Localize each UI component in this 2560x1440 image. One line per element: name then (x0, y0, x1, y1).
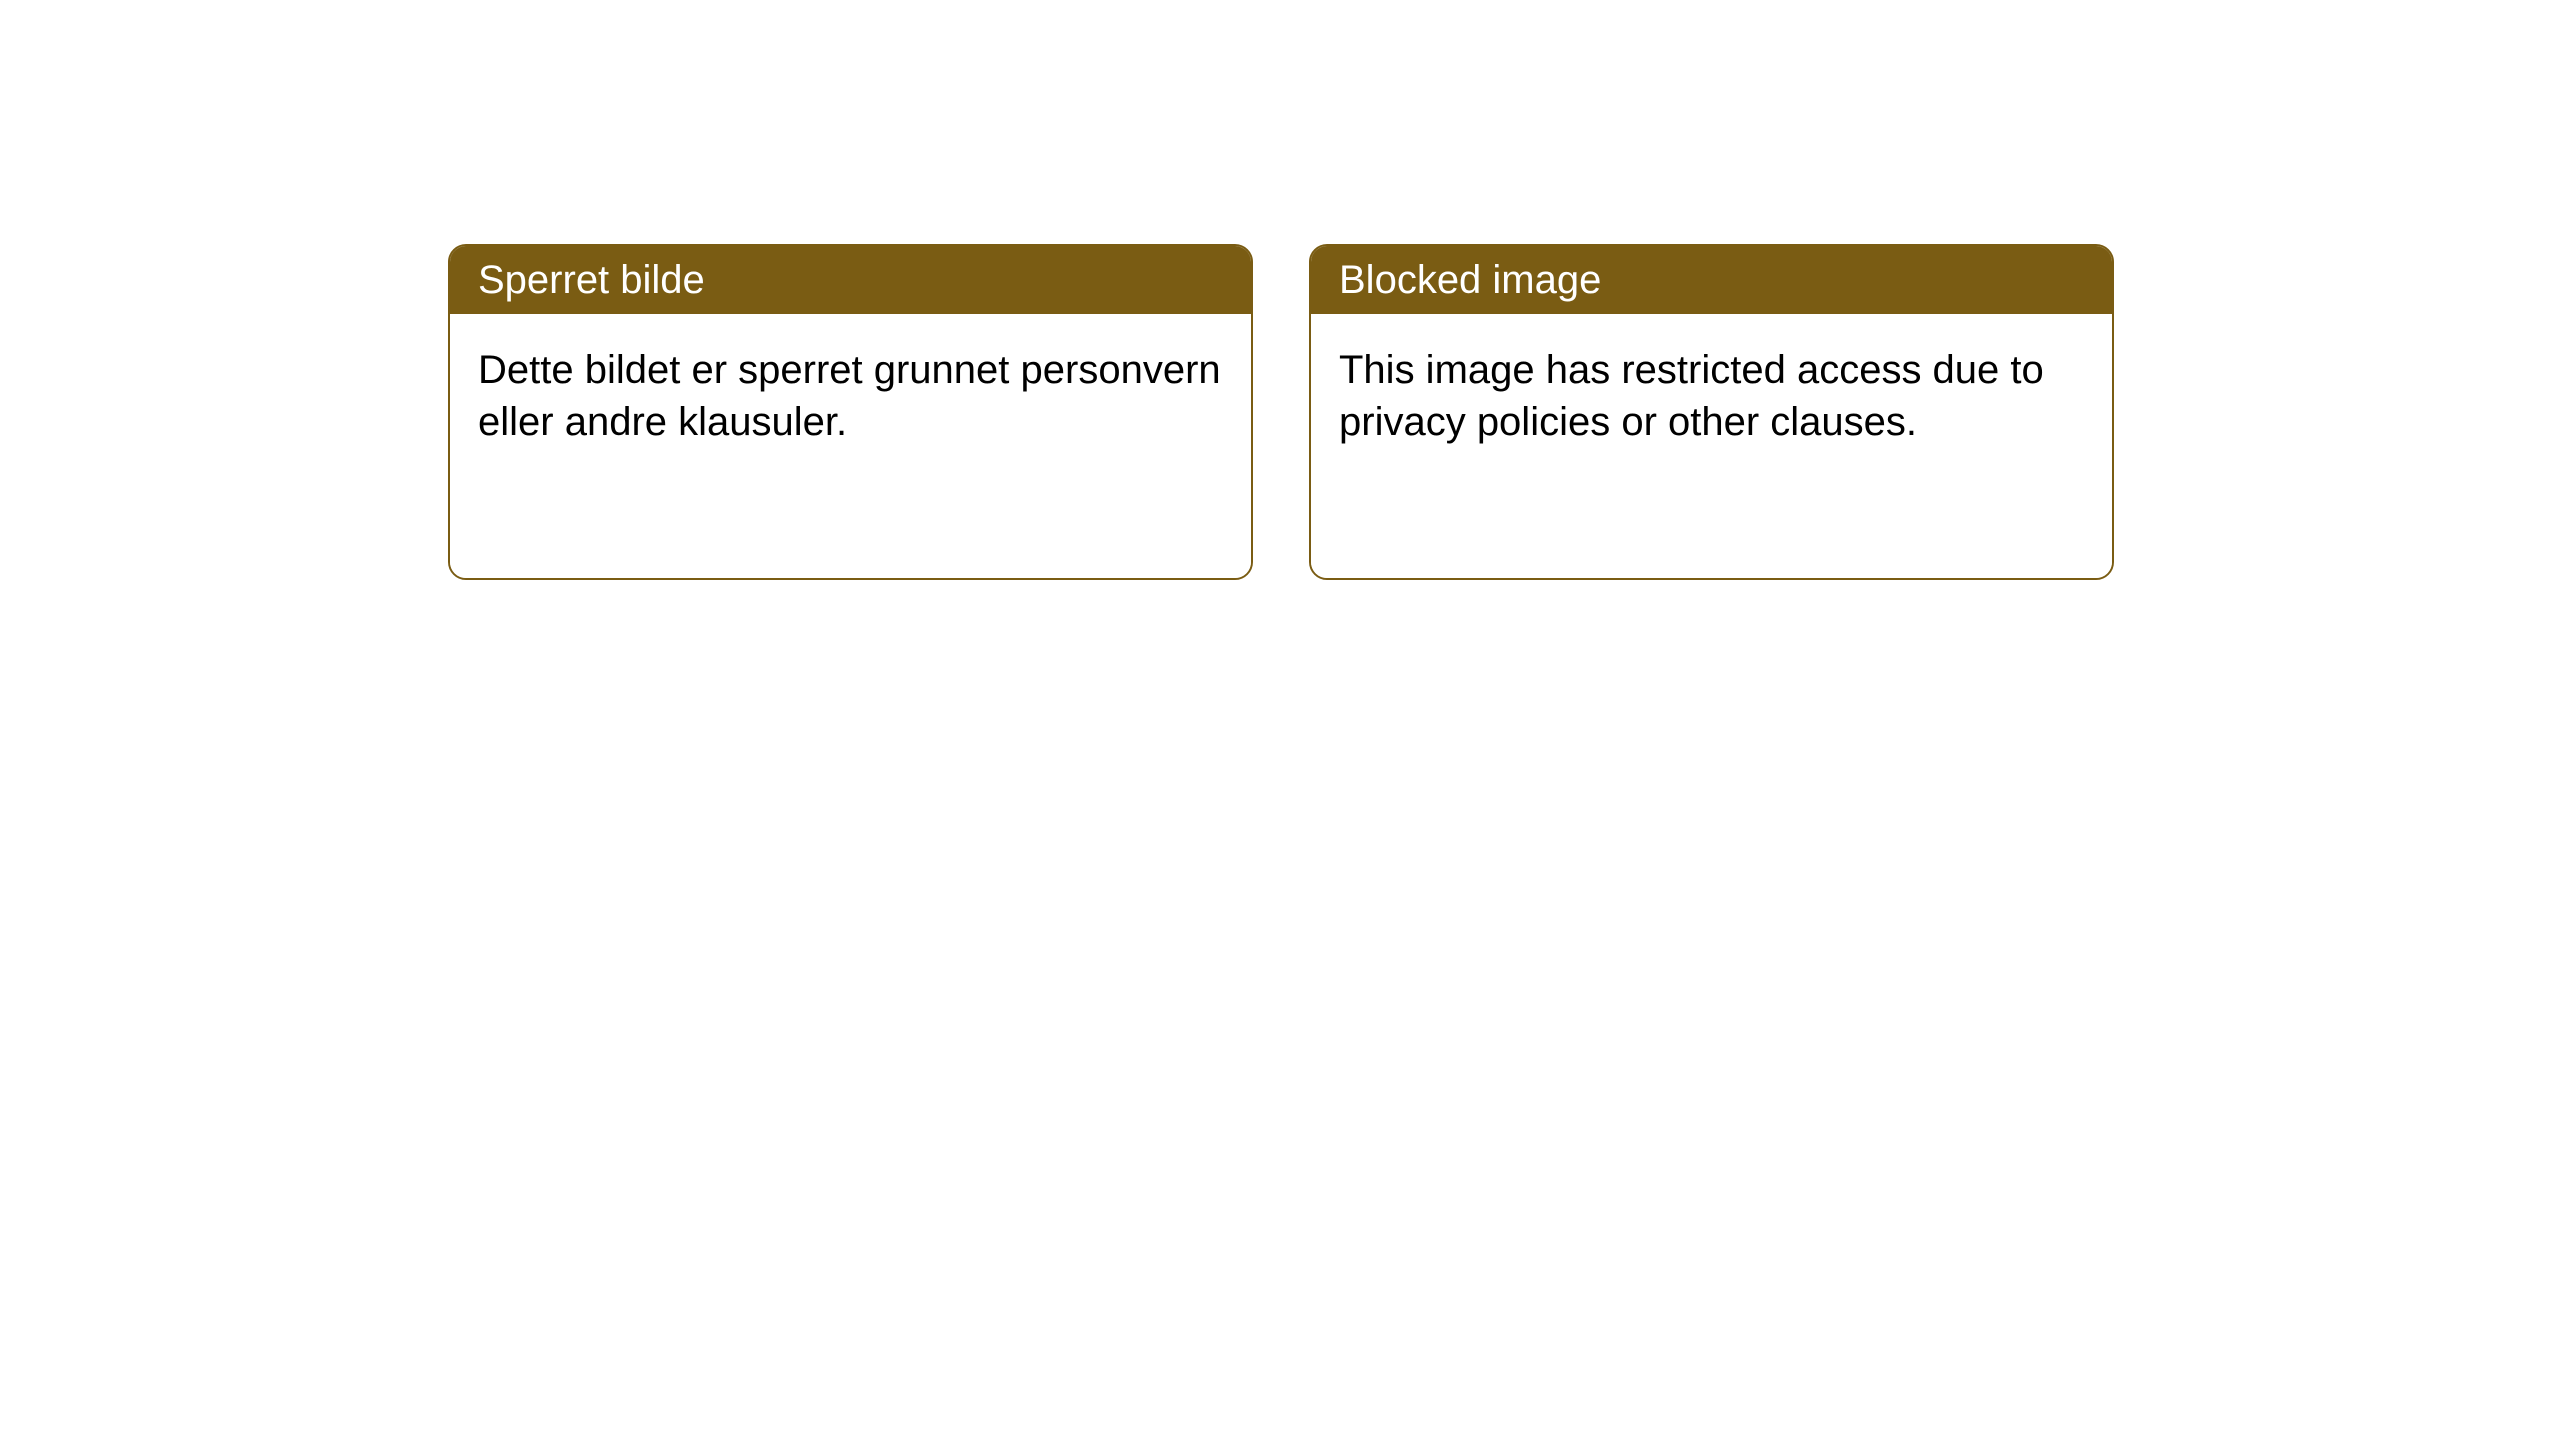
notice-header: Sperret bilde (450, 246, 1251, 314)
notice-body: Dette bildet er sperret grunnet personve… (450, 314, 1251, 578)
notice-header: Blocked image (1311, 246, 2112, 314)
notices-container: Sperret bilde Dette bildet er sperret gr… (0, 0, 2560, 580)
notice-box-english: Blocked image This image has restricted … (1309, 244, 2114, 580)
notice-body: This image has restricted access due to … (1311, 314, 2112, 578)
notice-box-norwegian: Sperret bilde Dette bildet er sperret gr… (448, 244, 1253, 580)
